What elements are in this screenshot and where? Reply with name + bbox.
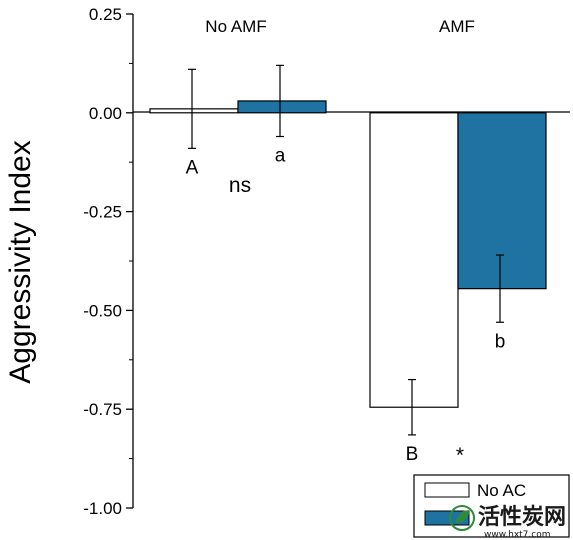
group-letter: a (275, 146, 286, 167)
watermark-url: www.hxt7.com (484, 530, 551, 540)
watermark-text: 活性炭网 (478, 504, 566, 530)
group-letter: b (495, 331, 506, 352)
bar (237, 100, 327, 114)
watermark: 活性炭网 www.hxt7.com (449, 504, 566, 540)
y-tick-label: -0.50 (83, 301, 122, 320)
y-tick-label: 0.00 (89, 104, 122, 123)
y-tick-label: 0.25 (89, 5, 122, 24)
watermark-logo-icon (449, 505, 475, 531)
leaf-icon (455, 510, 470, 524)
group-letter: B (406, 444, 419, 465)
group-label-amf: AMF (439, 17, 475, 36)
significance-ns: ns (229, 174, 251, 197)
legend-swatch-no-ac (424, 482, 470, 498)
bars: Aa Bb (149, 64, 547, 465)
legend: No AC (413, 474, 570, 538)
bar (149, 108, 239, 114)
bar (369, 112, 459, 408)
y-tick-label: -1.00 (83, 499, 122, 518)
bar (457, 112, 547, 290)
group-letter: A (186, 157, 199, 178)
legend-label-no-ac: No AC (477, 481, 526, 500)
group-label-no-amf: No AMF (205, 17, 266, 36)
y-ticks: 0.25 0.00 -0.25 -0.50 -0.75 -1.00 (83, 5, 133, 518)
y-axis-title: Aggressivity Index (4, 140, 37, 383)
significance-star: * (456, 444, 464, 467)
y-tick-label: -0.75 (83, 400, 122, 419)
y-tick-label: -0.25 (83, 203, 122, 222)
